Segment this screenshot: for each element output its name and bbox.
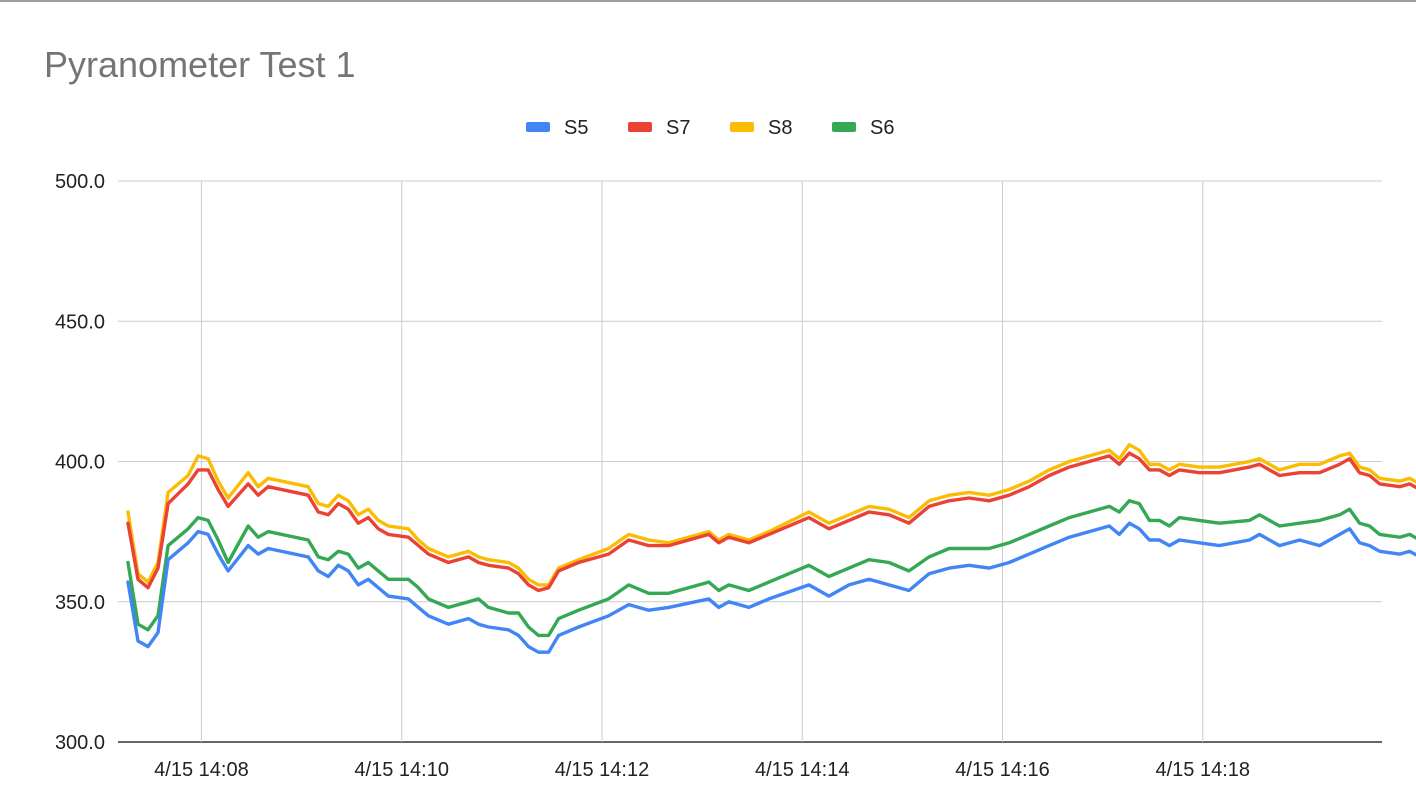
top-border xyxy=(0,0,1416,2)
legend-label: S8 xyxy=(768,117,792,139)
legend-swatch xyxy=(832,122,856,132)
legend-item-s6: S6 xyxy=(832,117,894,139)
x-tick-label: 4/15 14:12 xyxy=(555,759,650,781)
legend-swatch xyxy=(628,122,652,132)
x-tick-label: 4/15 14:10 xyxy=(354,759,449,781)
chart-title: Pyranometer Test 1 xyxy=(44,44,356,85)
legend-label: S7 xyxy=(666,117,690,139)
y-tick-label: 350.0 xyxy=(55,592,105,614)
series-line-s7 xyxy=(126,451,1416,593)
x-tick-label: 4/15 14:16 xyxy=(955,759,1050,781)
series-line-s6 xyxy=(126,499,1416,638)
legend-swatch xyxy=(730,122,754,132)
y-tick-label: 500.0 xyxy=(55,171,105,193)
y-tick-label: 300.0 xyxy=(55,732,105,754)
legend-item-s8: S8 xyxy=(730,117,792,139)
series-line-s8 xyxy=(126,443,1416,587)
x-tick-label: 4/15 14:18 xyxy=(1155,759,1250,781)
y-tick-label: 450.0 xyxy=(55,311,105,333)
series-line-s5 xyxy=(126,521,1416,654)
legend-label: S5 xyxy=(564,117,588,139)
legend-item-s5: S5 xyxy=(526,117,588,139)
legend-swatch xyxy=(526,122,550,132)
legend-label: S6 xyxy=(870,117,894,139)
y-tick-label: 400.0 xyxy=(55,452,105,474)
x-tick-label: 4/15 14:08 xyxy=(154,759,249,781)
legend-item-s7: S7 xyxy=(628,117,690,139)
x-tick-label: 4/15 14:14 xyxy=(755,759,850,781)
